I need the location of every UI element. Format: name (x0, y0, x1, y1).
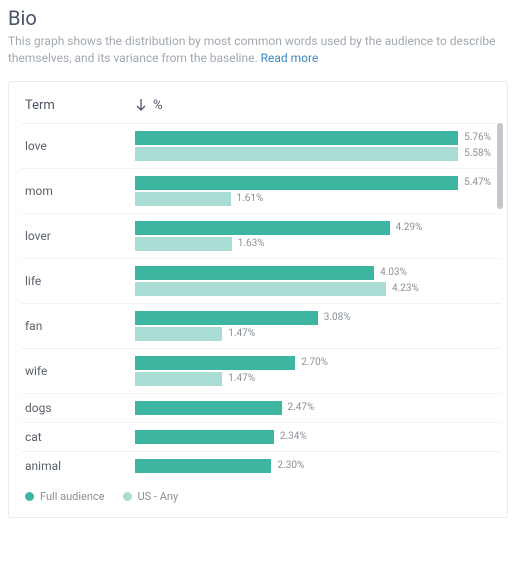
secondary-bar (135, 147, 458, 161)
term-label: dogs (25, 401, 135, 415)
secondary-bar (135, 237, 232, 251)
primary-bar (135, 221, 390, 235)
legend-item: US - Any (123, 490, 179, 503)
secondary-value-label: 1.61% (237, 193, 264, 204)
bar-group: 4.03% 4.23% (135, 266, 491, 296)
secondary-bar-line: 4.23% (135, 282, 491, 296)
primary-value-label: 2.47% (288, 402, 315, 413)
col-header-term[interactable]: Term (25, 98, 135, 113)
primary-bar-line: 4.29% (135, 221, 491, 235)
primary-value-label: 2.70% (301, 357, 328, 368)
table-row: love 5.76% 5.58% (21, 123, 501, 168)
primary-bar (135, 356, 295, 370)
secondary-bar-line: 1.47% (135, 372, 491, 386)
secondary-value-label: 1.47% (228, 373, 255, 384)
primary-bar-line: 2.30% (135, 459, 491, 473)
bar-group: 2.47% (135, 401, 491, 415)
primary-bar (135, 176, 458, 190)
section-title: Bio (8, 6, 508, 30)
secondary-value-label: 5.58% (464, 148, 491, 159)
secondary-bar (135, 282, 386, 296)
bar-group: 3.08% 1.47% (135, 311, 491, 341)
primary-value-label: 4.03% (380, 267, 407, 278)
secondary-bar-line: 1.63% (135, 237, 491, 251)
legend-item: Full audience (25, 490, 105, 503)
col-header-percent[interactable]: % (135, 98, 163, 113)
chart-card: Term % love5.76%5.58%mom5.47%1.61%lover4… (8, 81, 508, 518)
secondary-value-label: 4.23% (392, 283, 419, 294)
bar-group: 5.76% 5.58% (135, 131, 491, 161)
table-row: animal 2.30% (21, 451, 501, 480)
secondary-bar-line: 5.58% (135, 147, 491, 161)
primary-value-label: 2.34% (280, 431, 307, 442)
primary-bar (135, 266, 374, 280)
primary-value-label: 2.30% (277, 460, 304, 471)
primary-bar-line: 2.47% (135, 401, 491, 415)
sort-desc-icon (135, 98, 147, 112)
bar-group: 2.34% (135, 430, 491, 444)
term-label: mom (25, 184, 135, 198)
bar-group: 5.47% 1.61% (135, 176, 491, 206)
legend-label: Full audience (40, 490, 105, 503)
table-row: cat 2.34% (21, 422, 501, 451)
table-header: Term % (21, 94, 501, 123)
secondary-bar (135, 327, 222, 341)
primary-bar-line: 5.76% (135, 131, 491, 145)
term-label: fan (25, 319, 135, 333)
legend-swatch (123, 492, 132, 501)
primary-value-label: 4.29% (396, 222, 423, 233)
secondary-bar (135, 192, 231, 206)
primary-value-label: 3.08% (324, 312, 351, 323)
table-row: life 4.03% 4.23% (21, 258, 501, 303)
secondary-value-label: 1.47% (228, 328, 255, 339)
primary-bar-line: 2.34% (135, 430, 491, 444)
table-row: lover 4.29% 1.63% (21, 213, 501, 258)
table-row: mom 5.47% 1.61% (21, 168, 501, 213)
primary-bar (135, 131, 458, 145)
primary-value-label: 5.76% (464, 132, 491, 143)
col-header-percent-label: % (153, 98, 163, 113)
read-more-link[interactable]: Read more (261, 51, 319, 65)
primary-bar (135, 311, 318, 325)
primary-bar (135, 459, 271, 473)
primary-bar (135, 430, 274, 444)
bar-group: 2.70% 1.47% (135, 356, 491, 386)
legend-label: US - Any (138, 490, 179, 503)
bar-group: 2.30% (135, 459, 491, 473)
primary-bar-line: 5.47% (135, 176, 491, 190)
bar-group: 4.29% 1.63% (135, 221, 491, 251)
section-subtitle: This graph shows the distribution by mos… (8, 33, 508, 67)
primary-bar (135, 401, 282, 415)
term-label: life (25, 274, 135, 288)
secondary-value-label: 1.63% (238, 238, 265, 249)
primary-value-label: 5.47% (464, 177, 491, 188)
table-row: dogs 2.47% (21, 393, 501, 422)
legend-swatch (25, 492, 34, 501)
primary-bar-line: 4.03% (135, 266, 491, 280)
primary-bar-line: 3.08% (135, 311, 491, 325)
secondary-bar-line: 1.47% (135, 327, 491, 341)
subtitle-text: This graph shows the distribution by mos… (8, 34, 495, 65)
table-row: fan 3.08% 1.47% (21, 303, 501, 348)
chart-rows: love 5.76% 5.58% mom 5.47% 1.61% lover 4.29% 1.6… (21, 123, 501, 480)
legend: Full audience US - Any (21, 480, 501, 505)
secondary-bar (135, 372, 222, 386)
table-row: wife 2.70% 1.47% (21, 348, 501, 393)
term-label: cat (25, 430, 135, 444)
secondary-bar-line: 1.61% (135, 192, 491, 206)
term-label: wife (25, 364, 135, 378)
term-label: love (25, 139, 135, 153)
scrollbar-thumb[interactable] (497, 123, 503, 209)
term-label: animal (25, 459, 135, 473)
primary-bar-line: 2.70% (135, 356, 491, 370)
term-label: lover (25, 229, 135, 243)
